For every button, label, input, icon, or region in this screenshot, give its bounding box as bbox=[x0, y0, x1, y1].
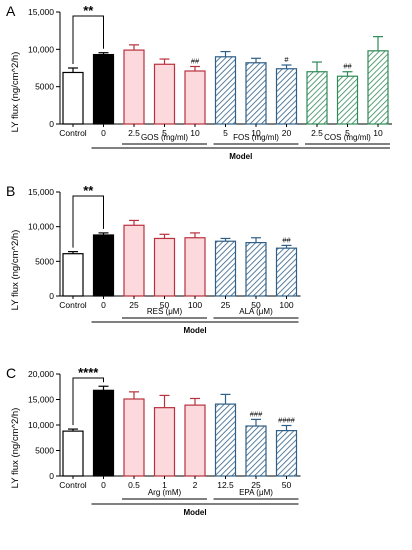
x-tick-label: 25 bbox=[221, 300, 231, 310]
x-tick-label: 0 bbox=[101, 300, 106, 310]
bar bbox=[92, 389, 115, 477]
significance-bracket bbox=[72, 377, 104, 426]
panel-b: B LY flux (ng/cm^2/h) 0 5000 10,000 15,000 C… bbox=[6, 183, 301, 335]
x-tick-label: 50 bbox=[251, 300, 261, 310]
y-tick-label: 0 bbox=[49, 471, 54, 481]
panel-letter-c: C bbox=[6, 365, 16, 381]
group-label: EPA (μM) bbox=[239, 488, 273, 497]
y-tick-label: 10,000 bbox=[28, 420, 54, 430]
y-tick-label: 20,000 bbox=[28, 369, 54, 379]
y-tick-label: 5000 bbox=[35, 82, 54, 92]
bar bbox=[153, 63, 176, 125]
significance-annotation: ## bbox=[343, 62, 352, 71]
x-tick-label: 5 bbox=[223, 128, 228, 138]
x-tick-label: Control bbox=[59, 480, 87, 490]
bar bbox=[214, 240, 237, 297]
bar bbox=[306, 71, 328, 125]
x-tick-label: 50 bbox=[282, 480, 292, 490]
bar bbox=[367, 50, 389, 125]
panel-c: C LY flux (ng/cm^2/h) 0 5000 10,000 15,000 2… bbox=[6, 365, 301, 517]
y-tick-label: 15,000 bbox=[28, 395, 54, 405]
y-tick-label: 0 bbox=[49, 119, 54, 129]
bar bbox=[184, 237, 206, 297]
bar bbox=[184, 404, 206, 477]
y-tick-label: 5000 bbox=[35, 446, 54, 456]
x-tick-label: 0 bbox=[101, 480, 106, 490]
x-tick-label: 2.5 bbox=[311, 128, 323, 138]
significance-annotation: ## bbox=[282, 235, 291, 244]
significance-annotation: ## bbox=[191, 57, 200, 66]
bar bbox=[275, 430, 298, 477]
bracket-label: **** bbox=[78, 365, 99, 380]
significance-annotation: #### bbox=[278, 416, 296, 425]
y-tick-label: 0 bbox=[49, 291, 54, 301]
x-tick-label: 0 bbox=[101, 128, 106, 138]
x-tick-label: Control bbox=[59, 128, 87, 138]
significance-annotation: ### bbox=[250, 409, 263, 418]
bar bbox=[275, 68, 298, 125]
x-tick-label: Control bbox=[59, 300, 87, 310]
bar bbox=[123, 224, 145, 297]
x-tick-label: 2 bbox=[193, 480, 198, 490]
panel-a: A LY flux (ng/cm^2/h) 0 5000 10,000 15,000 C… bbox=[6, 3, 392, 161]
bar bbox=[184, 70, 206, 125]
group-label: GOS (mg/ml) bbox=[141, 133, 188, 142]
group-label: RES (μM) bbox=[147, 307, 183, 316]
significance-bracket bbox=[72, 15, 104, 64]
y-axis-label: LY flux (ng/cm^2/h) bbox=[10, 230, 21, 311]
bracket-label: ** bbox=[83, 183, 94, 198]
bar bbox=[62, 430, 84, 477]
x-tick-label: 10 bbox=[373, 128, 383, 138]
bar bbox=[245, 425, 267, 477]
bar bbox=[153, 407, 176, 477]
bar bbox=[62, 253, 84, 297]
x-tick-label: 25 bbox=[251, 480, 261, 490]
x-tick-label: 100 bbox=[188, 300, 202, 310]
x-tick-label: 5 bbox=[345, 128, 350, 138]
y-tick-label: 15,000 bbox=[28, 7, 54, 17]
y-axis-label: LY flux (ng/cm^2/h) bbox=[10, 52, 21, 133]
bar bbox=[275, 247, 298, 297]
bar bbox=[214, 56, 237, 125]
x-tick-label: 20 bbox=[282, 128, 292, 138]
group-label: ALA (μM) bbox=[239, 307, 273, 316]
y-tick-label: 10,000 bbox=[28, 44, 54, 54]
x-tick-label: 10 bbox=[190, 128, 200, 138]
y-tick-label: 10,000 bbox=[28, 222, 54, 232]
x-tick-label: 12.5 bbox=[217, 480, 234, 490]
bar bbox=[245, 62, 267, 125]
bar bbox=[92, 53, 115, 125]
panel-letter-b: B bbox=[6, 183, 15, 199]
x-tick-label: 25 bbox=[129, 300, 139, 310]
model-label: Model bbox=[229, 152, 252, 161]
x-tick-label: 5 bbox=[162, 128, 167, 138]
x-tick-label: 0.5 bbox=[128, 480, 140, 490]
significance-annotation: # bbox=[284, 55, 289, 64]
bar bbox=[214, 403, 237, 477]
bar bbox=[336, 75, 359, 125]
bar bbox=[92, 234, 115, 297]
panel-letter-a: A bbox=[6, 3, 16, 19]
x-tick-label: 1 bbox=[162, 480, 167, 490]
x-tick-label: 2.5 bbox=[128, 128, 140, 138]
significance-bracket bbox=[72, 195, 104, 248]
bar bbox=[123, 398, 145, 477]
bar bbox=[123, 49, 145, 125]
group-label: FOS (mg/ml) bbox=[233, 133, 279, 142]
x-tick-label: 10 bbox=[251, 128, 261, 138]
x-tick-label: 50 bbox=[160, 300, 170, 310]
bar bbox=[153, 237, 176, 297]
model-label: Model bbox=[183, 326, 206, 335]
y-axis-label: LY flux (ng/cm^2/h) bbox=[10, 408, 21, 489]
group-label: Arg (mM) bbox=[148, 488, 182, 497]
model-label: Model bbox=[183, 508, 206, 517]
bar bbox=[245, 242, 267, 297]
bar bbox=[62, 71, 84, 125]
y-tick-label: 5000 bbox=[35, 256, 54, 266]
group-label: COS (mg/ml) bbox=[324, 133, 371, 142]
y-tick-label: 15,000 bbox=[28, 187, 54, 197]
x-tick-label: 100 bbox=[279, 300, 293, 310]
bracket-label: ** bbox=[83, 3, 94, 18]
